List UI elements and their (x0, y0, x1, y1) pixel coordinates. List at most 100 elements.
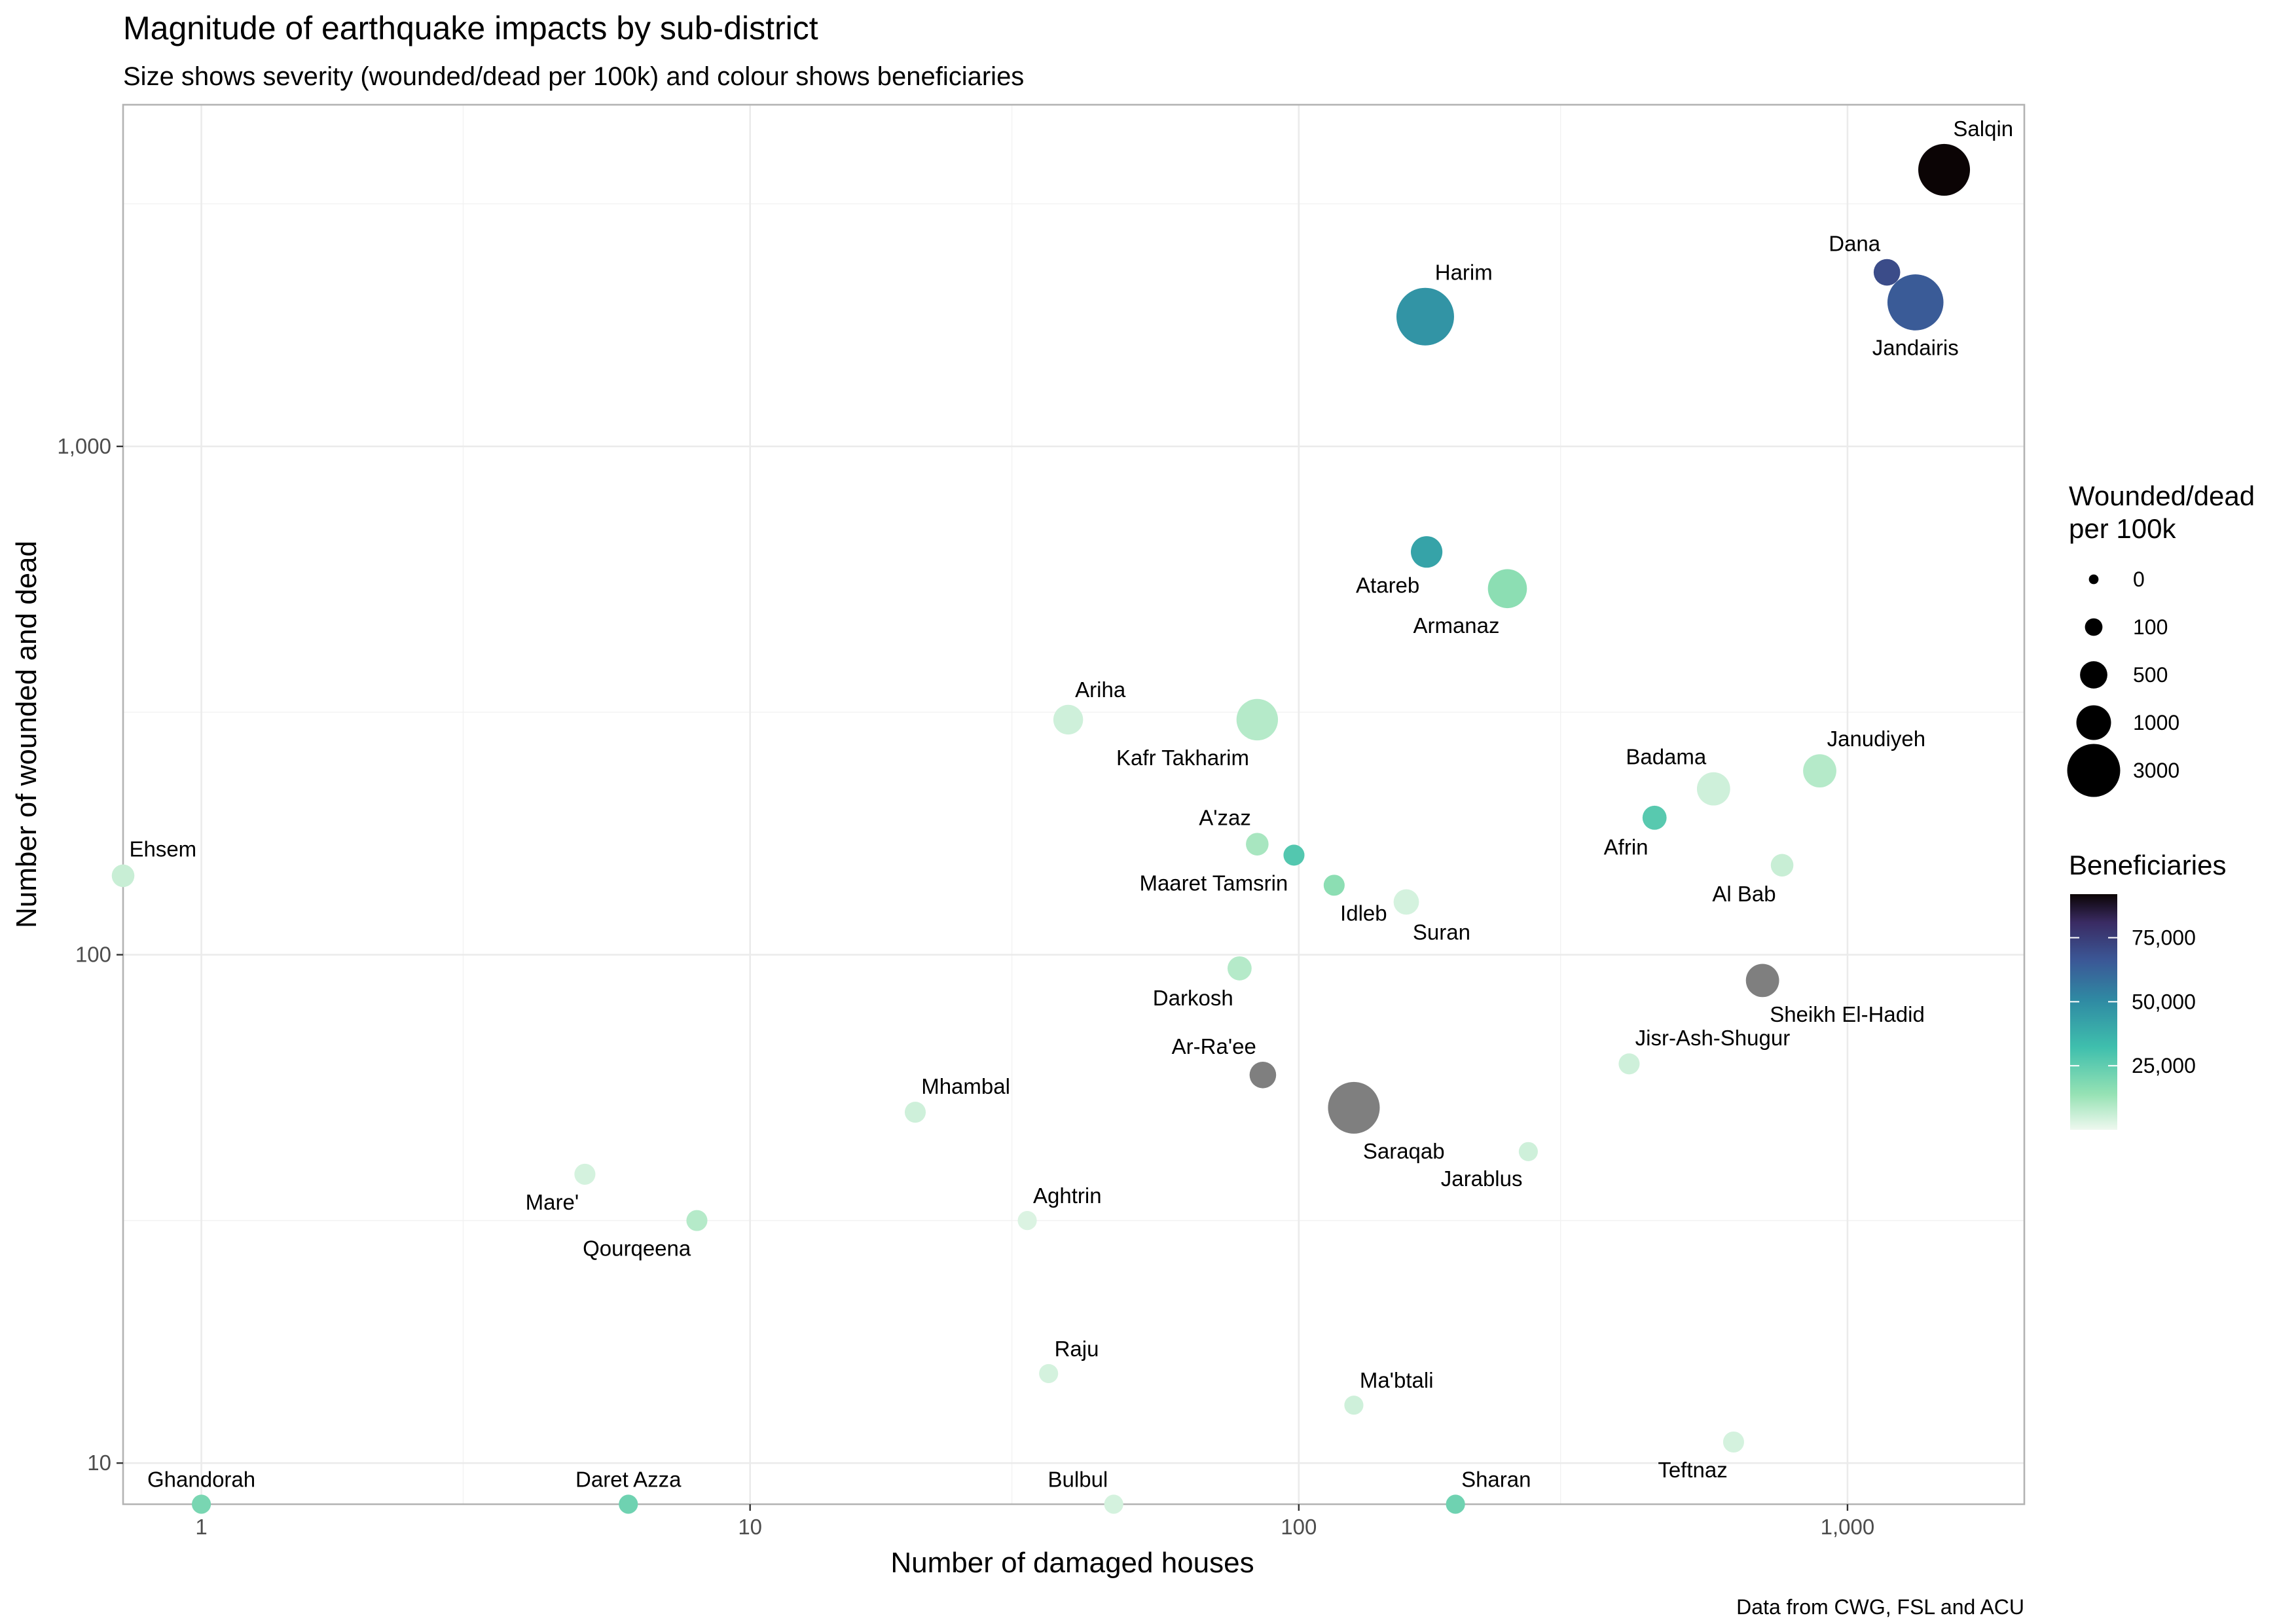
point-marker (1918, 143, 1971, 196)
point-marker (1887, 274, 1944, 331)
data-source-caption: Data from CWG, FSL and ACU (1736, 1595, 2024, 1619)
point-label: Harim (1435, 261, 1493, 285)
point-marker (1618, 1053, 1640, 1075)
colorbar-tick-label: 50,000 (2132, 990, 2196, 1013)
size-legend-label: 0 (2133, 568, 2145, 591)
point-marker (1227, 956, 1252, 981)
point-marker (1246, 833, 1269, 856)
point-label: Sheikh El-Hadid (1770, 1002, 1925, 1026)
size-legend-label: 100 (2133, 615, 2168, 639)
size-legend-label: 500 (2133, 663, 2168, 687)
color-legend-ticks: 25,000 50,000 75,000 (2070, 926, 2196, 1077)
point-label: Sharan (1461, 1467, 1531, 1491)
point-labels: Salqin Dana Jandairis Harim Atareb Armanaz Ari… (129, 117, 2013, 1492)
point-label: Maaret Tamsrin (1139, 871, 1288, 895)
size-legend-key (2076, 705, 2111, 740)
point-label: Ar-Ra'ee (1172, 1034, 1256, 1058)
point-marker (619, 1494, 638, 1514)
point-label: Suran (1413, 920, 1470, 944)
point-marker (1344, 1396, 1364, 1415)
y-tick-label: 10 (87, 1451, 111, 1475)
data-points (111, 143, 1971, 1514)
color-legend: Beneficiaries 25,000 50,000 75,000 (2069, 850, 2226, 1130)
size-legend-key (2085, 618, 2103, 636)
point-label: Mare' (526, 1190, 579, 1214)
point-marker (1770, 854, 1794, 877)
point-marker (1722, 1431, 1744, 1453)
point-label: A'zaz (1199, 805, 1251, 829)
point-marker (1236, 698, 1279, 741)
point-marker (1410, 536, 1443, 568)
point-label: Badama (1626, 745, 1707, 769)
chart-title: Magnitude of earthquake impacts by sub-d… (123, 10, 818, 46)
point-label: Salqin (1953, 117, 2013, 141)
y-axis-title: Number of wounded and dead (10, 541, 43, 928)
point-marker (1696, 772, 1730, 806)
point-label: Mhambal (921, 1074, 1010, 1098)
plot-panel (122, 103, 2026, 1506)
color-legend-title: Beneficiaries (2069, 850, 2226, 880)
chart-subtitle: Size shows severity (wounded/dead per 10… (123, 62, 1024, 91)
size-legend-label: 3000 (2133, 759, 2179, 782)
beneficiaries-colorbar (2070, 894, 2117, 1130)
point-label: Armanaz (1413, 613, 1499, 638)
point-marker (1745, 964, 1779, 998)
point-label: Dana (1829, 232, 1881, 256)
size-legend-key (2067, 744, 2121, 797)
size-legend-key (2088, 574, 2099, 585)
point-marker (1053, 704, 1084, 735)
point-label: Afrin (1604, 835, 1649, 859)
point-label: Ariha (1075, 677, 1126, 702)
point-marker (1328, 1081, 1380, 1134)
point-marker (1396, 287, 1454, 346)
point-label: Qourqeena (583, 1236, 691, 1261)
point-label: Janudiyeh (1827, 727, 1925, 751)
point-label: Atareb (1356, 573, 1419, 597)
point-label: Daret Azza (575, 1467, 682, 1491)
point-marker (1518, 1142, 1538, 1161)
point-label: Darkosh (1153, 986, 1233, 1010)
point-label: Idleb (1340, 901, 1387, 925)
point-marker (1323, 875, 1345, 896)
point-label: Jisr-Ash-Shugur (1635, 1026, 1791, 1050)
point-marker (1249, 1061, 1277, 1089)
point-label: Kafr Takharim (1116, 746, 1249, 770)
axis-ticks: 1 10 100 1,000 10 100 1,000 (57, 434, 1874, 1539)
x-tick-label: 100 (1281, 1515, 1317, 1539)
size-legend-title-line1: Wounded/dead (2069, 480, 2255, 511)
point-marker (1446, 1494, 1465, 1514)
point-label: Aghtrin (1033, 1183, 1102, 1208)
point-marker (1803, 754, 1836, 788)
point-marker (1873, 259, 1901, 286)
point-label: Teftnaz (1658, 1458, 1727, 1482)
point-label: Saraqab (1363, 1139, 1445, 1163)
x-axis-title: Number of damaged houses (890, 1547, 1254, 1579)
point-marker (1393, 889, 1419, 915)
point-marker (1283, 844, 1305, 866)
point-marker (1039, 1363, 1059, 1383)
y-tick-label: 1,000 (57, 434, 111, 458)
plot-grid (123, 105, 2024, 1504)
point-label: Bulbul (1048, 1467, 1108, 1491)
point-label: Jarablus (1441, 1166, 1523, 1191)
x-tick-label: 10 (738, 1515, 762, 1539)
x-tick-label: 1,000 (1821, 1515, 1875, 1539)
size-legend-items: 0 100 500 1000 3000 (2067, 568, 2179, 797)
point-marker (686, 1210, 708, 1231)
point-label: Jandairis (1872, 336, 1959, 360)
size-legend-label: 1000 (2133, 711, 2179, 734)
point-marker (192, 1494, 211, 1514)
size-legend: Wounded/dead per 100k 0 100 500 1000 3000 (2067, 480, 2255, 797)
size-legend-key (2080, 661, 2107, 689)
point-marker (1104, 1494, 1123, 1514)
colorbar-tick-label: 75,000 (2132, 926, 2196, 950)
x-tick-label: 1 (195, 1515, 207, 1539)
point-marker (111, 864, 135, 888)
point-marker (1017, 1211, 1037, 1231)
colorbar-tick-label: 25,000 (2132, 1054, 2196, 1077)
point-label: Ma'btali (1360, 1368, 1434, 1392)
point-label: Ghandorah (147, 1467, 255, 1491)
point-marker (1642, 805, 1667, 830)
point-label: Al Bab (1712, 882, 1776, 906)
